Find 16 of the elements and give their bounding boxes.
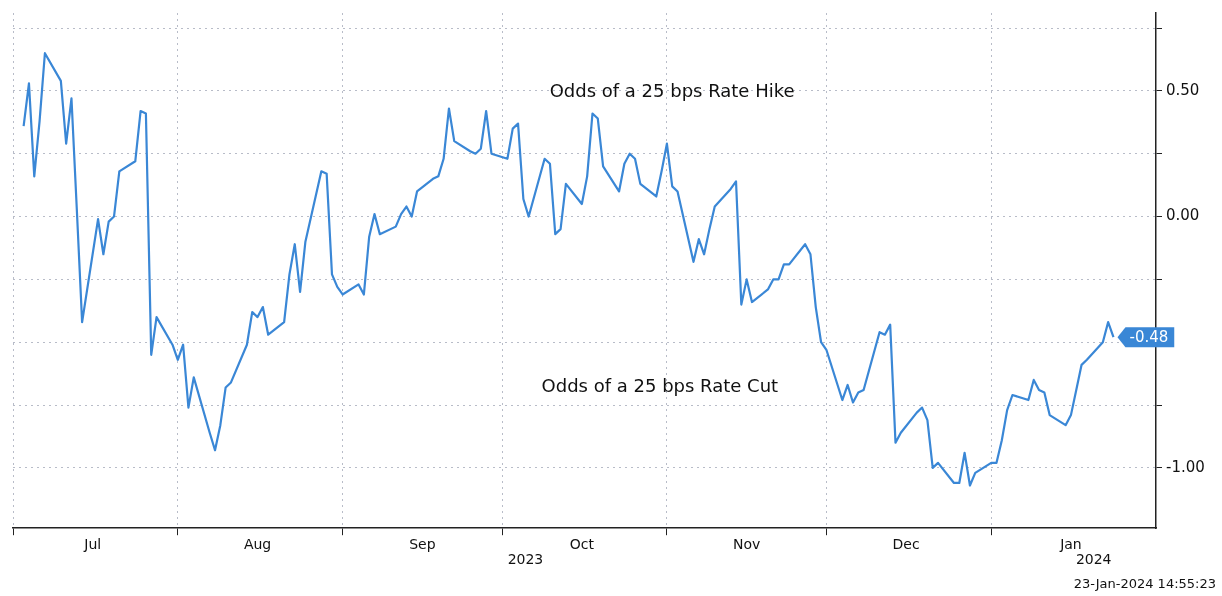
y-tick-label: 0.50 (1166, 80, 1200, 99)
annotation: Odds of a 25 bps Rate Cut (541, 375, 779, 397)
text: 23-Jan-2024 14:55:23 (1073, 576, 1216, 591)
x-tick-label: Oct (569, 536, 595, 553)
x-tick-label: Aug (243, 536, 272, 553)
annotation: Odds of a 25 bps Rate Hike (549, 80, 795, 102)
y-tick-label: 0.00 (1166, 206, 1200, 225)
x-tick-label: Sep (409, 536, 436, 553)
x-tick-label: Nov (732, 536, 761, 553)
text: 2023 (507, 550, 544, 567)
x-tick-label: Jan (1059, 536, 1082, 553)
y-tick-label: -1.00 (1166, 457, 1205, 476)
text: 2024 (1075, 550, 1112, 567)
x-tick-label: Dec (892, 536, 920, 553)
data-label: -0.48 (1129, 328, 1169, 347)
x-tick-label: Jul (83, 536, 102, 553)
